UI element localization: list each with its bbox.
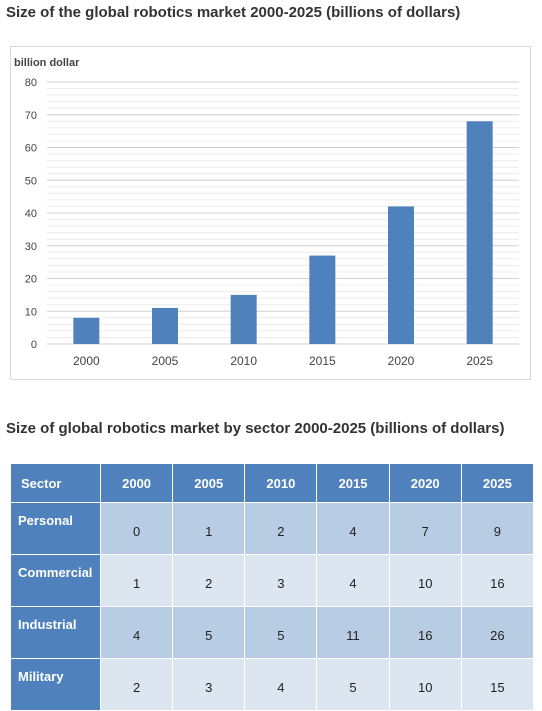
table-row: Personal 0 1 2 4 7 9 [11, 503, 534, 555]
row-label: Industrial [11, 607, 101, 659]
bar-2010 [231, 295, 257, 344]
table-cell: 4 [101, 607, 173, 659]
table-cell: 3 [173, 659, 245, 711]
x-tick-label: 2020 [388, 354, 415, 368]
y-tick-label: 40 [25, 208, 37, 220]
x-tick-label: 2010 [230, 354, 257, 368]
table-row: Industrial 4 5 5 11 16 26 [11, 607, 534, 659]
y-tick-label: 60 [25, 143, 37, 155]
table-row: Military 2 3 4 5 10 15 [11, 659, 534, 711]
table-cell: 1 [173, 503, 245, 555]
y-tick-label: 30 [25, 241, 37, 253]
table-cell: 26 [461, 607, 533, 659]
x-tick-label: 2000 [73, 354, 100, 368]
x-tick-label: 2025 [466, 354, 493, 368]
table-cell: 0 [101, 503, 173, 555]
bar-2005 [152, 308, 178, 344]
column-header-sector: Sector [11, 464, 101, 503]
table-cell: 11 [317, 607, 389, 659]
row-label: Personal [11, 503, 101, 555]
table-cell: 10 [389, 555, 461, 607]
column-header-year: 2010 [245, 464, 317, 503]
column-header-year: 2025 [461, 464, 533, 503]
y-tick-label: 0 [31, 339, 37, 351]
y-tick-label: 70 [25, 110, 37, 122]
table-cell: 4 [317, 503, 389, 555]
table-cell: 16 [389, 607, 461, 659]
table-cell: 15 [461, 659, 533, 711]
table-cell: 2 [173, 555, 245, 607]
table-header-row: Sector 2000 2005 2010 2015 2020 2025 [11, 464, 534, 503]
y-tick-label: 80 [25, 77, 37, 89]
table-cell: 4 [245, 659, 317, 711]
x-tick-label: 2005 [152, 354, 179, 368]
y-tick-label: 10 [25, 306, 37, 318]
table-cell: 2 [245, 503, 317, 555]
bar-2020 [388, 206, 414, 344]
table-cell: 5 [245, 607, 317, 659]
table-row: Commercial 1 2 3 4 10 16 [11, 555, 534, 607]
table-cell: 3 [245, 555, 317, 607]
bar-2015 [309, 256, 335, 344]
table-cell: 5 [173, 607, 245, 659]
column-header-year: 2020 [389, 464, 461, 503]
table-cell: 9 [461, 503, 533, 555]
y-axis-label: billion dollar [14, 57, 80, 69]
table-title: Size of global robotics market by sector… [6, 420, 504, 437]
table-cell: 16 [461, 555, 533, 607]
table-cell: 1 [101, 555, 173, 607]
bar-chart-svg: billion dollar 0 10 20 30 40 50 60 70 80 2000 2005 2… [11, 47, 530, 379]
bar-2000 [73, 318, 99, 344]
column-header-year: 2015 [317, 464, 389, 503]
table-cell: 10 [389, 659, 461, 711]
row-label: Military [11, 659, 101, 711]
row-label: Commercial [11, 555, 101, 607]
table-cell: 5 [317, 659, 389, 711]
y-tick-label: 50 [25, 175, 37, 187]
table-cell: 7 [389, 503, 461, 555]
chart-title: Size of the global robotics market 2000-… [6, 4, 460, 21]
column-header-year: 2000 [101, 464, 173, 503]
table-cell: 4 [317, 555, 389, 607]
bar-chart: billion dollar 0 10 20 30 40 50 60 70 80 2000 2005 2… [10, 46, 531, 380]
y-tick-label: 20 [25, 274, 37, 286]
bar-2025 [467, 121, 493, 344]
sector-table: Sector 2000 2005 2010 2015 2020 2025 Personal 0… [10, 463, 534, 711]
column-header-year: 2005 [173, 464, 245, 503]
x-tick-label: 2015 [309, 354, 336, 368]
table-cell: 2 [101, 659, 173, 711]
